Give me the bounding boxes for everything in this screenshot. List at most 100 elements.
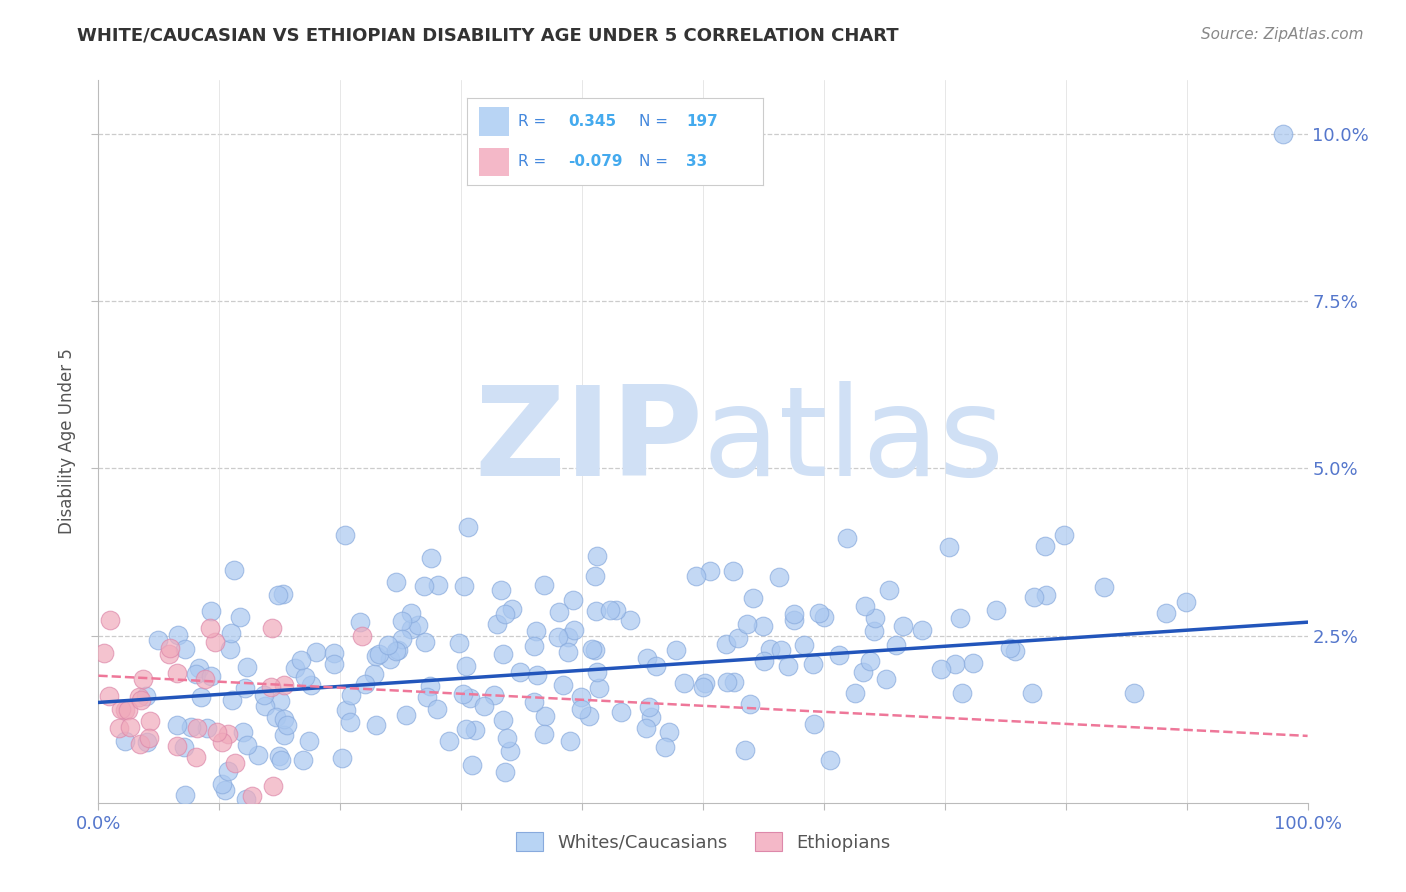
Point [526, 668, 548, 682]
Point [437, 733, 460, 747]
Point [723, 675, 745, 690]
Point [298, 734, 321, 748]
Point [1154, 606, 1177, 620]
Point [224, 563, 246, 577]
Point [1053, 528, 1076, 542]
Point [658, 725, 681, 739]
Point [262, 779, 284, 793]
Point [419, 550, 441, 565]
Point [486, 616, 509, 631]
Point [136, 735, 159, 749]
Point [599, 603, 621, 617]
Point [586, 549, 609, 564]
Point [852, 665, 875, 679]
Point [322, 657, 344, 672]
Point [159, 640, 181, 655]
Point [665, 643, 688, 657]
Point [962, 656, 984, 670]
Point [494, 765, 516, 780]
Point [93, 646, 115, 660]
Point [378, 652, 401, 666]
Point [270, 753, 292, 767]
Point [1175, 594, 1198, 608]
Point [783, 613, 806, 627]
Point [385, 574, 408, 589]
Point [260, 680, 283, 694]
Point [322, 646, 344, 660]
Point [742, 591, 765, 605]
Point [548, 605, 571, 619]
Text: atlas: atlas [703, 381, 1005, 502]
Point [461, 758, 484, 772]
Point [533, 726, 555, 740]
Point [949, 611, 972, 625]
Y-axis label: Disability Age Under 5: Disability Age Under 5 [58, 349, 76, 534]
Point [166, 739, 188, 754]
Point [235, 792, 257, 806]
Point [464, 723, 486, 737]
Point [217, 727, 239, 741]
Point [778, 659, 800, 673]
Point [384, 644, 406, 658]
Legend: Whites/Caucasians, Ethiopians: Whites/Caucasians, Ethiopians [509, 825, 897, 859]
Point [426, 701, 449, 715]
Point [453, 687, 475, 701]
Point [619, 613, 641, 627]
Point [699, 564, 721, 578]
Point [863, 610, 886, 624]
Point [759, 641, 782, 656]
Point [247, 747, 270, 762]
Point [98, 613, 121, 627]
Point [533, 578, 555, 592]
Point [97, 689, 120, 703]
Point [501, 601, 523, 615]
Point [557, 631, 579, 645]
Point [157, 647, 180, 661]
Point [180, 720, 202, 734]
Point [557, 645, 579, 659]
Point [349, 615, 371, 629]
Point [644, 659, 666, 673]
Point [884, 638, 907, 652]
Point [186, 721, 208, 735]
Point [605, 603, 627, 617]
Point [271, 586, 294, 600]
Point [685, 569, 707, 583]
Point [211, 777, 233, 791]
Point [578, 709, 600, 723]
Point [727, 632, 749, 646]
Point [391, 614, 413, 628]
Point [636, 650, 658, 665]
Point [240, 789, 263, 804]
Point [863, 624, 886, 639]
Point [217, 764, 239, 779]
Point [752, 618, 775, 632]
Point [1035, 588, 1057, 602]
Point [340, 688, 363, 702]
Point [793, 638, 815, 652]
Point [770, 643, 793, 657]
Point [495, 731, 517, 745]
Point [716, 675, 738, 690]
Point [128, 690, 150, 704]
Point [818, 753, 841, 767]
Point [492, 713, 515, 727]
Point [654, 740, 676, 755]
Point [453, 578, 475, 592]
Point [132, 672, 155, 686]
Point [219, 642, 242, 657]
Point [184, 667, 207, 681]
Point [412, 578, 434, 592]
Point [377, 638, 399, 652]
Point [938, 540, 960, 554]
Point [482, 688, 505, 702]
Point [460, 691, 482, 706]
Point [235, 738, 257, 752]
Point [207, 724, 229, 739]
Point [108, 721, 131, 735]
Point [174, 642, 197, 657]
Point [1000, 641, 1022, 656]
Text: ZIP: ZIP [474, 381, 703, 502]
Point [184, 749, 207, 764]
Point [330, 751, 353, 765]
